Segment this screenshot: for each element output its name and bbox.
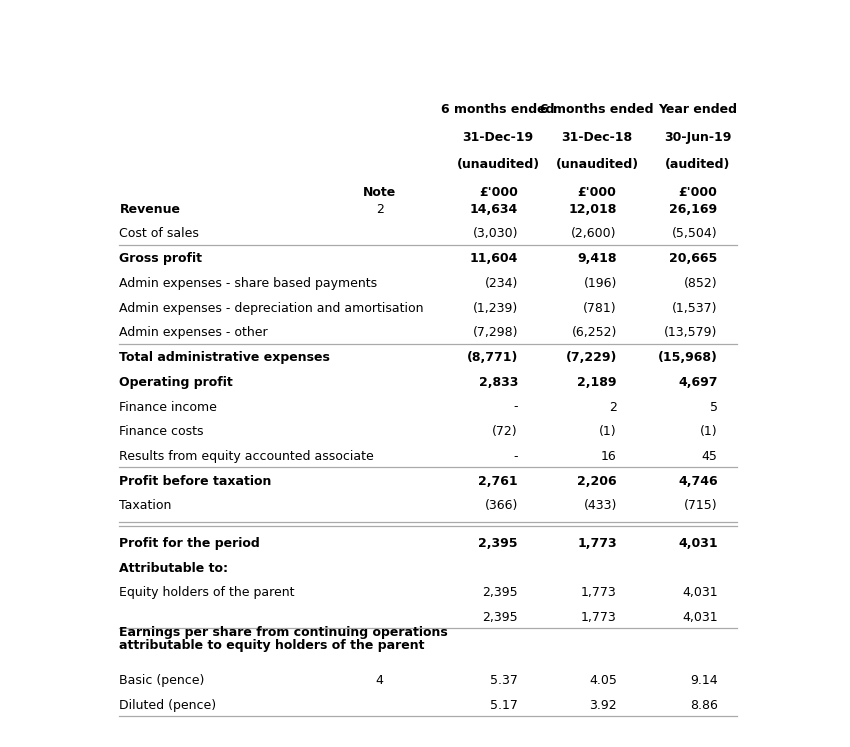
Text: 2,206: 2,206 <box>577 475 617 488</box>
Text: 2: 2 <box>376 202 383 216</box>
Text: (366): (366) <box>484 500 518 512</box>
Text: 26,169: 26,169 <box>670 202 717 216</box>
Text: 6 months ended: 6 months ended <box>541 103 654 117</box>
Text: £'000: £'000 <box>479 186 518 199</box>
Text: Revenue: Revenue <box>119 202 180 216</box>
Text: Gross profit: Gross profit <box>119 252 202 265</box>
Text: (15,968): (15,968) <box>658 351 717 364</box>
Text: 2,833: 2,833 <box>479 376 518 388</box>
Text: Total administrative expenses: Total administrative expenses <box>119 351 331 364</box>
Text: (audited): (audited) <box>665 158 730 172</box>
Text: 2,395: 2,395 <box>482 611 518 624</box>
Text: 14,634: 14,634 <box>470 202 518 216</box>
Text: (unaudited): (unaudited) <box>456 158 540 172</box>
Text: Profit before taxation: Profit before taxation <box>119 475 272 488</box>
Text: 20,665: 20,665 <box>669 252 717 265</box>
Text: (7,229): (7,229) <box>565 351 617 364</box>
Text: -: - <box>513 450 518 463</box>
Text: (5,504): (5,504) <box>672 227 717 241</box>
Text: Finance income: Finance income <box>119 400 218 414</box>
Text: 6 months ended: 6 months ended <box>441 103 555 117</box>
Text: Results from equity accounted associate: Results from equity accounted associate <box>119 450 374 463</box>
Text: 5.37: 5.37 <box>490 674 518 687</box>
Text: 4,746: 4,746 <box>678 475 717 488</box>
Text: 2,395: 2,395 <box>479 537 518 550</box>
Text: Basic (pence): Basic (pence) <box>119 674 205 687</box>
Text: 1,773: 1,773 <box>581 611 617 624</box>
Text: 12,018: 12,018 <box>569 202 617 216</box>
Text: Taxation: Taxation <box>119 500 172 512</box>
Text: 16: 16 <box>601 450 617 463</box>
Text: Admin expenses - depreciation and amortisation: Admin expenses - depreciation and amorti… <box>119 302 424 314</box>
Text: Year ended: Year ended <box>658 103 737 117</box>
Text: 31-Dec-19: 31-Dec-19 <box>462 131 534 144</box>
Text: (unaudited): (unaudited) <box>555 158 638 172</box>
Text: Attributable to:: Attributable to: <box>119 562 229 574</box>
Text: Diluted (pence): Diluted (pence) <box>119 699 217 712</box>
Text: 1,773: 1,773 <box>581 586 617 599</box>
Text: (3,030): (3,030) <box>473 227 518 241</box>
Text: (1,239): (1,239) <box>473 302 518 314</box>
Text: (715): (715) <box>684 500 717 512</box>
Text: attributable to equity holders of the parent: attributable to equity holders of the pa… <box>119 639 425 652</box>
Text: (1,537): (1,537) <box>672 302 717 314</box>
Text: Note: Note <box>363 186 396 199</box>
Text: 4: 4 <box>376 674 383 687</box>
Text: 11,604: 11,604 <box>469 252 518 265</box>
Text: (8,771): (8,771) <box>467 351 518 364</box>
Text: £'000: £'000 <box>578 186 616 199</box>
Text: (2,600): (2,600) <box>571 227 617 241</box>
Text: (781): (781) <box>583 302 617 314</box>
Text: 30-Jun-19: 30-Jun-19 <box>664 131 732 144</box>
Text: Earnings per share from continuing operations: Earnings per share from continuing opera… <box>119 627 448 639</box>
Text: 31-Dec-18: 31-Dec-18 <box>562 131 632 144</box>
Text: 2,395: 2,395 <box>482 586 518 599</box>
Text: 4,031: 4,031 <box>682 611 717 624</box>
Text: (13,579): (13,579) <box>664 326 717 339</box>
Text: (852): (852) <box>684 277 717 290</box>
Text: 2: 2 <box>609 400 617 414</box>
Text: 2,189: 2,189 <box>577 376 617 388</box>
Text: 5: 5 <box>710 400 717 414</box>
Text: (1): (1) <box>700 425 717 438</box>
Text: Profit for the period: Profit for the period <box>119 537 260 550</box>
Text: 4,031: 4,031 <box>682 586 717 599</box>
Text: Admin expenses - share based payments: Admin expenses - share based payments <box>119 277 377 290</box>
Text: Admin expenses - other: Admin expenses - other <box>119 326 268 339</box>
Text: (6,252): (6,252) <box>571 326 617 339</box>
Text: 4,697: 4,697 <box>678 376 717 388</box>
Text: £'000: £'000 <box>678 186 717 199</box>
Text: 9.14: 9.14 <box>690 674 717 687</box>
Text: (234): (234) <box>484 277 518 290</box>
Text: (1): (1) <box>599 425 617 438</box>
Text: 5.17: 5.17 <box>490 699 518 712</box>
Text: Operating profit: Operating profit <box>119 376 233 388</box>
Text: (433): (433) <box>583 500 617 512</box>
Text: Equity holders of the parent: Equity holders of the parent <box>119 586 295 599</box>
Text: (72): (72) <box>492 425 518 438</box>
Text: Cost of sales: Cost of sales <box>119 227 199 241</box>
Text: 3.92: 3.92 <box>589 699 617 712</box>
Text: (7,298): (7,298) <box>473 326 518 339</box>
Text: -: - <box>513 400 518 414</box>
Text: 45: 45 <box>702 450 717 463</box>
Text: (196): (196) <box>583 277 617 290</box>
Text: 4,031: 4,031 <box>678 537 717 550</box>
Text: 4.05: 4.05 <box>589 674 617 687</box>
Text: 9,418: 9,418 <box>577 252 617 265</box>
Text: 1,773: 1,773 <box>577 537 617 550</box>
Text: 2,761: 2,761 <box>479 475 518 488</box>
Text: 8.86: 8.86 <box>689 699 717 712</box>
Text: Finance costs: Finance costs <box>119 425 204 438</box>
